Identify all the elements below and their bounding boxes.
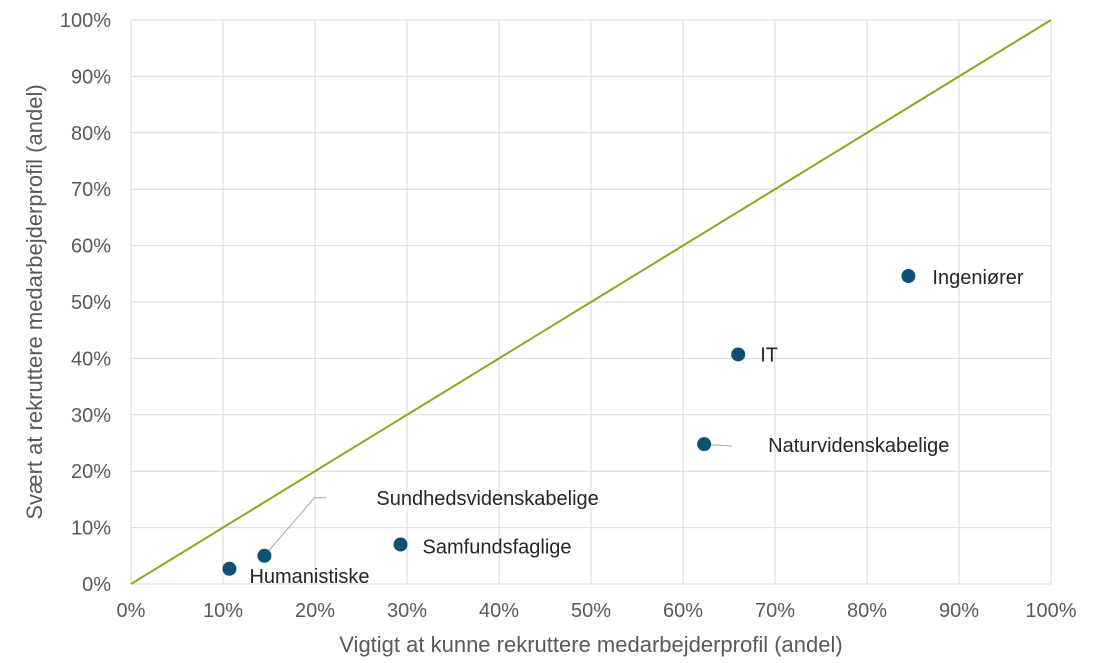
x-tick-label: 10% xyxy=(203,600,243,622)
x-axis-tick-labels: 0% 10% 20% 30% 40% 50% 60% 70% 80% 90% 100% xyxy=(117,600,1077,622)
grid-lines xyxy=(130,19,1052,585)
y-axis-title: Svært at rekruttere medarbejderprofil (a… xyxy=(22,84,47,519)
data-point xyxy=(222,561,237,576)
y-tick-label: 90% xyxy=(71,66,111,88)
point-label: Humanistiske xyxy=(249,566,369,588)
y-tick-label: 70% xyxy=(71,179,111,201)
x-tick-label: 20% xyxy=(295,600,335,622)
y-tick-label: 80% xyxy=(71,123,111,145)
data-point xyxy=(697,437,712,452)
y-tick-label: 60% xyxy=(71,236,111,258)
y-tick-label: 50% xyxy=(71,292,111,314)
point-label: Naturvidenskabelige xyxy=(768,435,949,457)
y-tick-label: 40% xyxy=(71,348,111,370)
x-tick-label: 50% xyxy=(571,600,611,622)
data-point xyxy=(393,537,408,552)
x-tick-label: 70% xyxy=(755,600,795,622)
point-label: IT xyxy=(760,344,778,366)
y-tick-label: 20% xyxy=(71,461,111,483)
reference-line xyxy=(130,19,1052,585)
data-point xyxy=(901,269,916,284)
x-tick-label: 100% xyxy=(1025,600,1076,622)
data-point xyxy=(731,347,746,362)
diagonal-line xyxy=(130,19,1052,585)
data-point xyxy=(257,548,272,563)
x-tick-label: 30% xyxy=(387,600,427,622)
data-points xyxy=(222,269,916,576)
y-tick-label: 0% xyxy=(82,574,111,596)
y-tick-label: 100% xyxy=(60,10,111,32)
point-label: Ingeniører xyxy=(932,267,1023,289)
y-axis-tick-labels: 0% 10% 20% 30% 40% 50% 60% 70% 80% 90% 100% xyxy=(60,10,111,596)
y-tick-label: 30% xyxy=(71,405,111,427)
x-axis-title: Vigtigt at kunne rekruttere medarbejderp… xyxy=(339,632,842,657)
x-tick-label: 80% xyxy=(847,600,887,622)
point-label: Sundhedsvidenskabelige xyxy=(376,488,598,510)
x-tick-label: 60% xyxy=(663,600,703,622)
x-tick-label: 40% xyxy=(479,600,519,622)
point-labels: Humanistiske Sundhedsvidenskabelige Samfun… xyxy=(249,267,1023,588)
leader-line xyxy=(264,497,327,557)
y-tick-label: 10% xyxy=(71,518,111,540)
point-label: Samfundsfaglige xyxy=(423,537,572,559)
x-tick-label: 90% xyxy=(939,600,979,622)
x-tick-label: 0% xyxy=(117,600,146,622)
